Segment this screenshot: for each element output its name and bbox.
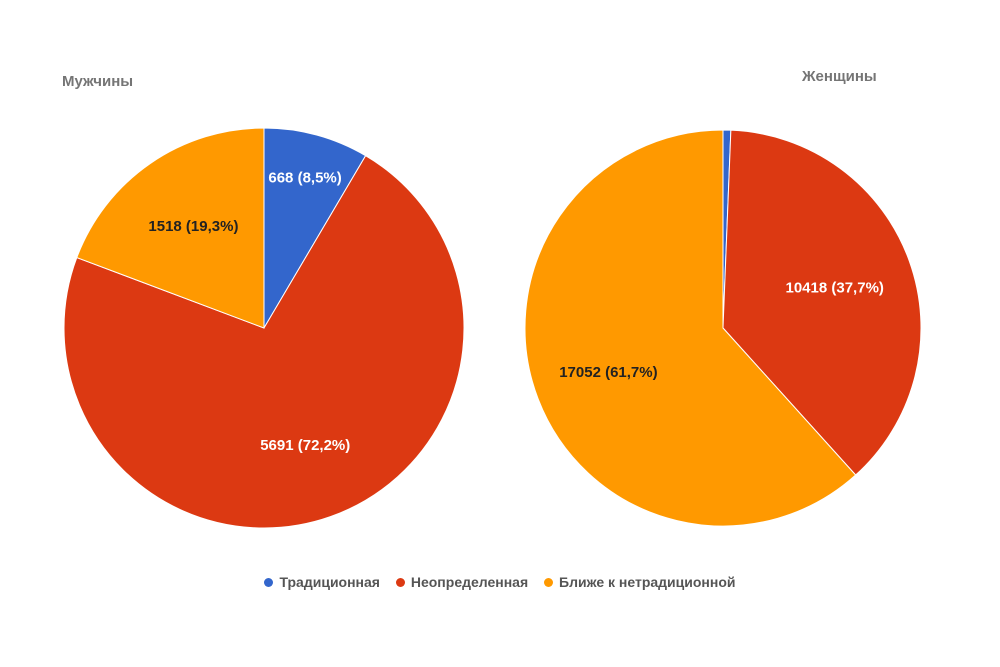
- legend-dot-icon: [264, 578, 274, 587]
- slice-label: 1518 (19,3%): [148, 218, 238, 235]
- slice-label: 668 (8,5%): [268, 170, 341, 187]
- pie-men: 668 (8,5%) 5691 (72,2%) 1518 (19,3%): [63, 127, 465, 529]
- legend-label: Неопределенная: [410, 574, 529, 590]
- slice-nontraditional: [524, 129, 857, 527]
- pie-women: 10418 (37,7%) 17052 (61,7%): [524, 129, 922, 527]
- slice-label: 17052 (61,7%): [559, 364, 657, 381]
- legend: Традиционная Неопределенная Ближе к нетр…: [0, 574, 1000, 590]
- slice-undefined: [722, 129, 922, 476]
- slice-label: 5691 (72,2%): [260, 437, 350, 454]
- legend-label: Традиционная: [279, 574, 380, 590]
- chart-title-men: Мужчины: [62, 73, 134, 90]
- slice-traditional: [263, 127, 367, 330]
- slice-undefined: [63, 155, 465, 529]
- legend-dot-icon: [395, 578, 405, 587]
- slice-label: 10418 (37,7%): [786, 280, 884, 297]
- chart-title-women: Женщины: [802, 68, 877, 85]
- slice-nontraditional: [76, 127, 265, 329]
- legend-label: Ближе к нетрадиционной: [559, 574, 736, 590]
- legend-item-traditional: Традиционная: [264, 574, 380, 590]
- legend-dot-icon: [544, 578, 554, 587]
- legend-item-nontraditional: Ближе к нетрадиционной: [544, 574, 736, 590]
- legend-item-undefined: Неопределенная: [395, 574, 529, 590]
